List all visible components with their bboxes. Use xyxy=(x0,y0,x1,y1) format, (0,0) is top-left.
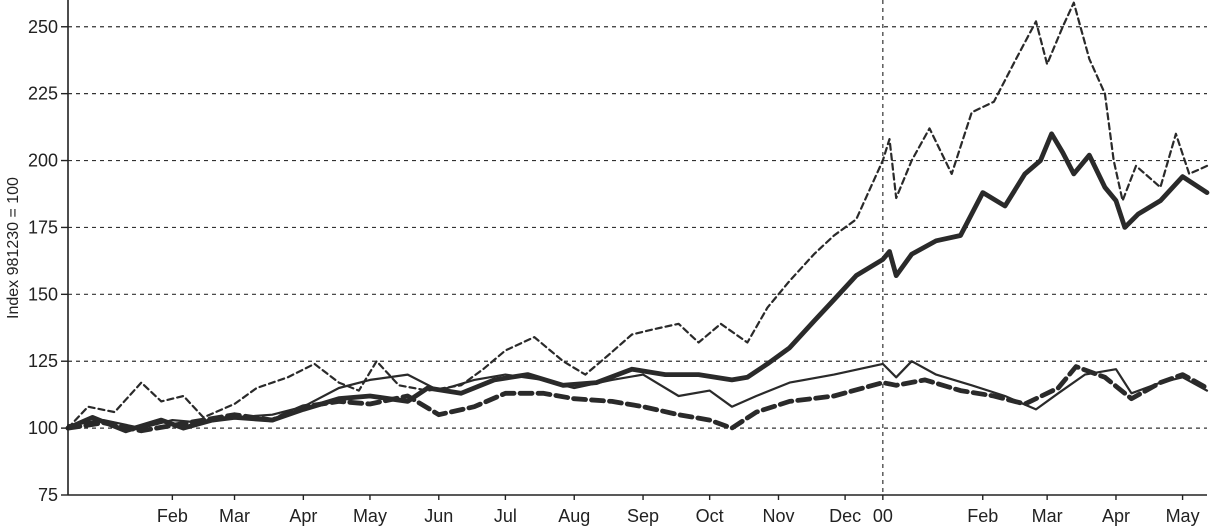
series-line-1-thin-dashed xyxy=(66,1,1209,430)
y-tick-label: 250 xyxy=(28,17,58,37)
x-tick-label: 00 xyxy=(873,506,893,526)
tick-labels: 75 100 125 150 175 200 225 250 Feb Mar Apr May Jun Ju… xyxy=(28,17,1200,526)
y-tick-label: 125 xyxy=(28,351,58,371)
axes xyxy=(61,0,1207,500)
y-tick-label: 100 xyxy=(28,418,58,438)
x-tick-label: May xyxy=(1166,506,1200,526)
x-tick-label: Nov xyxy=(762,506,794,526)
x-tick-label: Feb xyxy=(157,506,188,526)
series-line-3-thin-solid xyxy=(66,360,1209,430)
x-tick-label: Aug xyxy=(558,506,590,526)
gridlines xyxy=(68,0,1207,495)
y-tick-label: 225 xyxy=(28,84,58,104)
x-tick-label: Apr xyxy=(1102,506,1130,526)
series-line-4-thick-dashed xyxy=(65,364,1210,434)
y-axis-label: Index 981230 = 100 xyxy=(5,177,22,319)
x-tick-label: Jun xyxy=(424,506,453,526)
series-lines xyxy=(65,1,1210,434)
y-tick-label: 150 xyxy=(28,284,58,304)
x-tick-label: Mar xyxy=(219,506,250,526)
y-tick-label: 200 xyxy=(28,151,58,171)
x-tick-label: Feb xyxy=(967,506,998,526)
x-tick-label: Mar xyxy=(1032,506,1063,526)
x-tick-label: Oct xyxy=(696,506,724,526)
y-tick-label: 75 xyxy=(38,485,58,505)
series-line-2-thick-solid xyxy=(65,131,1210,434)
x-tick-label: Dec xyxy=(829,506,861,526)
x-tick-label: Apr xyxy=(289,506,317,526)
x-tick-label: Sep xyxy=(627,506,659,526)
x-tick-label: Jul xyxy=(494,506,517,526)
y-tick-label: 175 xyxy=(28,217,58,237)
x-tick-label: May xyxy=(353,506,387,526)
